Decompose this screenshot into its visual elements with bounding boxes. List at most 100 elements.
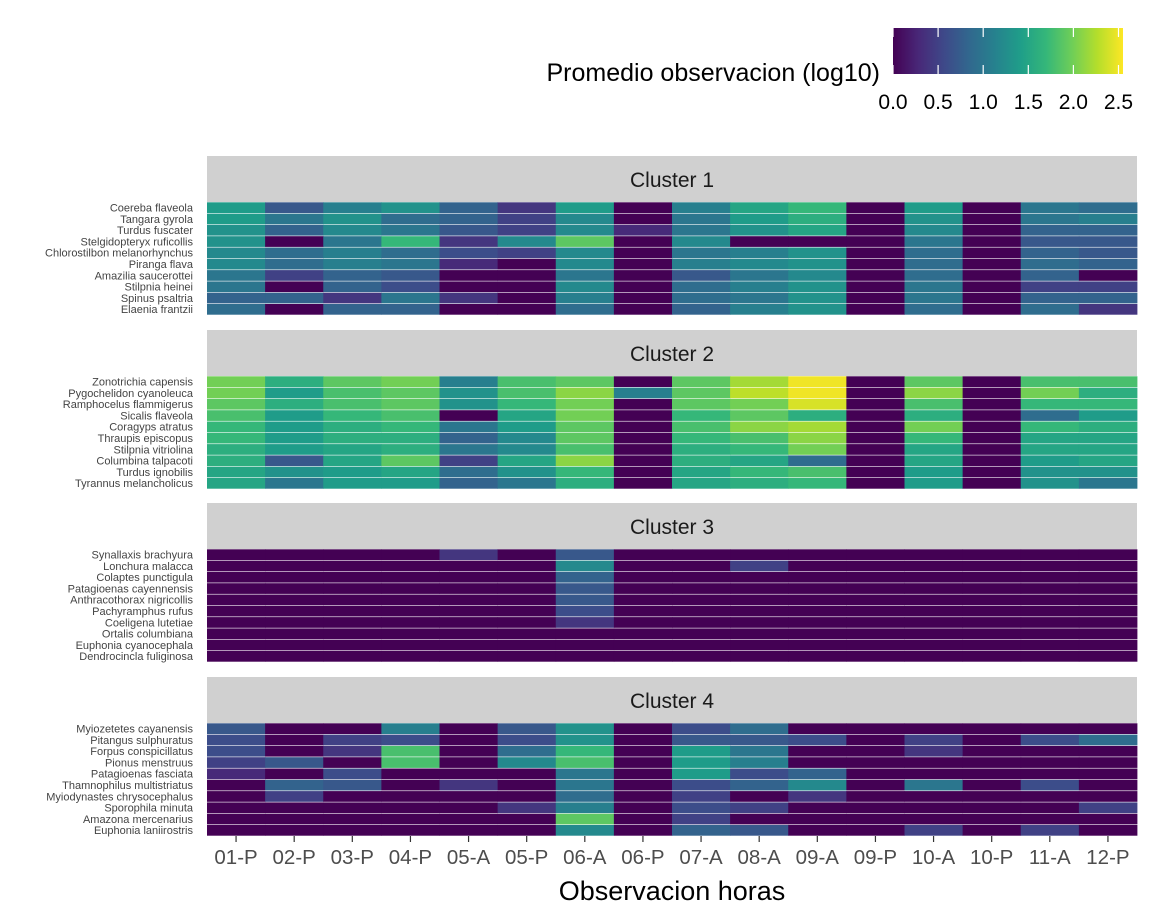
heatmap-cell xyxy=(265,202,324,213)
heatmap-cell xyxy=(788,387,847,399)
heatmap-cell xyxy=(323,802,382,814)
heatmap-cell xyxy=(1020,549,1080,560)
x-tick-label: 01-P xyxy=(214,846,257,869)
heatmap-cell xyxy=(962,236,1022,247)
x-tick-label: 02-P xyxy=(273,846,316,869)
heatmap-cell xyxy=(207,549,266,560)
heatmap-cell xyxy=(207,802,266,814)
heatmap-cell xyxy=(904,466,964,478)
heatmap-cell xyxy=(323,825,382,836)
heatmap-cell xyxy=(788,791,847,802)
heatmap-cell xyxy=(788,745,847,757)
heatmap-cell xyxy=(672,651,731,662)
heatmap-cell xyxy=(497,292,557,304)
heatmap-cell xyxy=(962,410,1022,421)
heatmap-cell xyxy=(555,421,615,433)
heatmap-cell xyxy=(265,594,324,606)
heatmap-cell xyxy=(555,387,615,399)
heatmap-cell xyxy=(904,478,964,489)
heatmap-cell xyxy=(497,466,557,478)
panel-2: Cluster 2 Zonotrichia capensisPygochelido… xyxy=(63,330,1138,490)
heatmap-cell xyxy=(672,247,731,259)
heatmap-cell xyxy=(1020,617,1080,628)
heatmap-cell xyxy=(672,768,731,780)
heatmap-cell xyxy=(730,270,789,281)
heatmap-cell xyxy=(265,376,324,387)
heatmap-cell xyxy=(788,376,847,387)
heatmap-cell xyxy=(265,651,324,662)
heatmap-cell xyxy=(904,455,964,467)
heatmap-cell xyxy=(323,605,382,617)
heatmap-cell xyxy=(323,270,382,281)
heatmap-cell xyxy=(730,560,789,572)
heatmap-cell xyxy=(381,605,440,617)
heatmap-cell xyxy=(904,583,964,594)
heatmap-cell xyxy=(730,202,789,213)
heatmap-cell xyxy=(497,444,557,455)
heatmap-cell xyxy=(846,605,905,617)
row-label: Pygochelidon cyanoleuca xyxy=(68,388,194,400)
heatmap-cell xyxy=(788,202,847,213)
heatmap-cell xyxy=(730,304,789,315)
heatmap-cell xyxy=(207,478,266,489)
heatmap-cell xyxy=(207,560,266,572)
heatmap-cell xyxy=(962,281,1022,293)
heatmap-cell xyxy=(962,768,1022,780)
row-label: Lonchura malacca xyxy=(103,561,194,573)
heatmap-cell xyxy=(1020,398,1080,410)
heatmap-cell xyxy=(846,583,905,594)
heatmap-cell xyxy=(439,432,499,444)
heatmap-cell xyxy=(555,802,615,814)
heatmap-cell xyxy=(846,825,905,836)
heatmap-cell xyxy=(962,202,1022,213)
heatmap-cell xyxy=(207,791,266,802)
heatmap-cell xyxy=(439,387,499,399)
heatmap-cell xyxy=(265,387,324,399)
heatmap-cell xyxy=(497,270,557,281)
heatmap-cell xyxy=(904,444,964,455)
heatmap-cell xyxy=(207,605,266,617)
heatmap-cell xyxy=(846,421,905,433)
row-label: Columbina talpacoti xyxy=(96,456,193,468)
heatmap-cell xyxy=(265,723,324,734)
heatmap-cell xyxy=(555,466,615,478)
heatmap-cell xyxy=(846,376,905,387)
heatmap-cell xyxy=(323,571,382,583)
heatmap-cell xyxy=(323,376,382,387)
heatmap-cell xyxy=(497,258,557,270)
heatmap-cell xyxy=(1078,813,1138,825)
heatmap-cell xyxy=(672,202,731,213)
heatmap-cell xyxy=(730,734,789,746)
heatmap-cell xyxy=(613,281,673,293)
heatmap-cell xyxy=(788,768,847,780)
row-label: Coeligena lutetiae xyxy=(105,617,193,629)
heatmap-cell xyxy=(904,304,964,315)
heatmap-cell xyxy=(1078,791,1138,802)
row-label: Coragyps atratus xyxy=(109,422,193,434)
heatmap-cell xyxy=(207,421,266,433)
heatmap-cell xyxy=(788,258,847,270)
heatmap-cell xyxy=(962,583,1022,594)
heatmap-cell xyxy=(1020,768,1080,780)
heatmap-cell xyxy=(439,571,499,583)
heatmap-cell xyxy=(265,444,324,455)
heatmap-cell xyxy=(207,247,266,259)
heatmap-cell xyxy=(381,802,440,814)
row-label: Tyrannus melancholicus xyxy=(75,478,194,490)
heatmap-cell xyxy=(381,779,440,791)
heatmap-cell xyxy=(323,421,382,433)
x-tick-label: 04-P xyxy=(389,846,432,869)
heatmap-cell xyxy=(613,768,673,780)
heatmap-cell xyxy=(323,387,382,399)
heatmap-cell xyxy=(1020,571,1080,583)
heatmap-cell xyxy=(962,292,1022,304)
heatmap-cell xyxy=(613,421,673,433)
heatmap-cell xyxy=(962,376,1022,387)
heatmap-cell xyxy=(672,444,731,455)
heatmap-cell xyxy=(497,398,557,410)
heatmap-cell xyxy=(672,791,731,802)
heatmap-cell xyxy=(962,757,1022,768)
heatmap-cell xyxy=(555,455,615,467)
heatmap-cell xyxy=(1078,478,1138,489)
heatmap-cell xyxy=(788,825,847,836)
